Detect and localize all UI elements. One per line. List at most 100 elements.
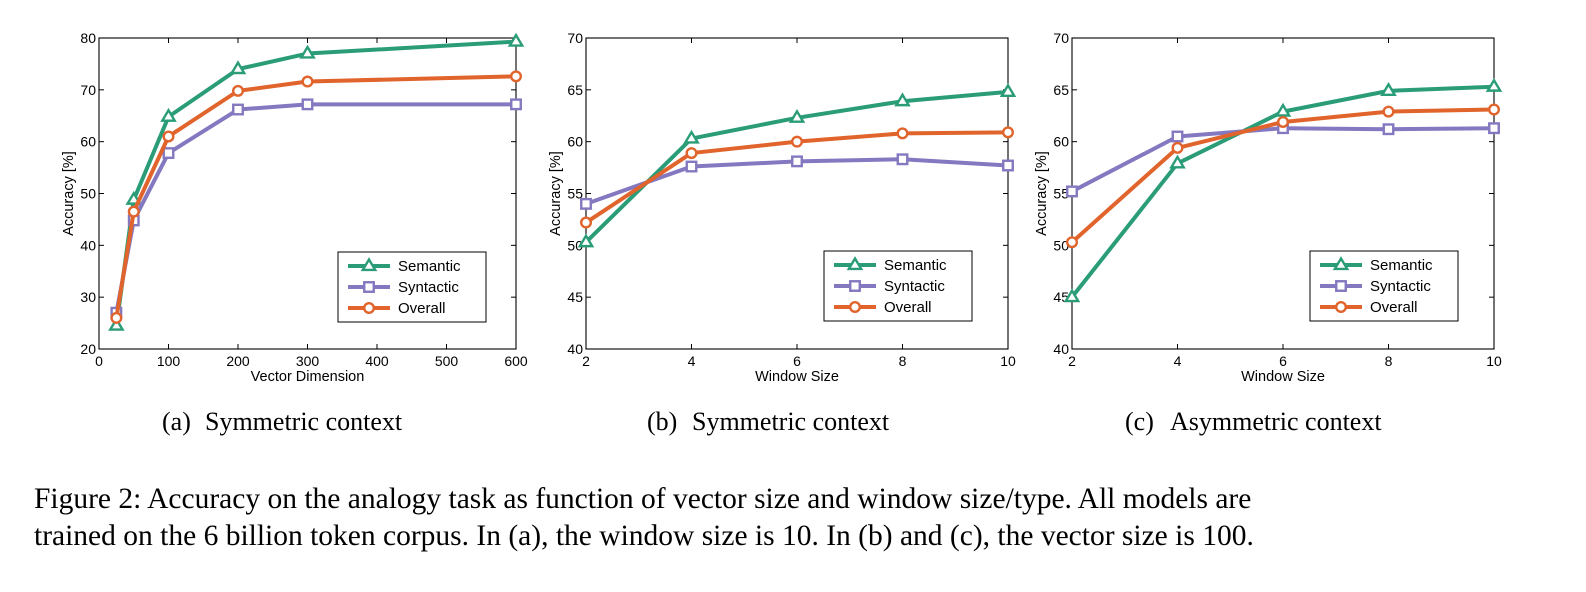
x-axis-label: Window Size bbox=[755, 369, 839, 385]
y-tick-label: 80 bbox=[80, 30, 96, 46]
series-line-syntactic bbox=[1071, 126, 1495, 194]
legend-marker-overall bbox=[363, 302, 376, 315]
y-tick-label: 60 bbox=[567, 134, 583, 150]
y-tick-label: 65 bbox=[1053, 82, 1069, 98]
x-tick-label: 100 bbox=[157, 353, 181, 369]
data-point-overall bbox=[162, 130, 175, 143]
y-tick-label: 45 bbox=[567, 289, 583, 305]
y-tick-label: 50 bbox=[1053, 237, 1069, 253]
data-point-semantic bbox=[788, 108, 806, 123]
y-tick-label: 60 bbox=[1053, 134, 1069, 150]
data-point-syntactic bbox=[685, 160, 698, 173]
data-point-semantic bbox=[229, 60, 247, 75]
data-point-semantic bbox=[1380, 82, 1397, 96]
data-point-overall bbox=[301, 75, 314, 88]
legend-label-overall: Overall bbox=[398, 300, 446, 317]
data-point-semantic bbox=[160, 107, 177, 122]
x-tick-label: 2 bbox=[1068, 353, 1076, 369]
y-tick-label: 55 bbox=[1053, 186, 1069, 202]
x-tick-label: 10 bbox=[1000, 353, 1016, 369]
x-tick-label: 2 bbox=[582, 353, 590, 369]
legend: Semantic Syntactic Overall bbox=[337, 251, 487, 323]
data-point-overall bbox=[1002, 126, 1015, 139]
data-point-syntactic bbox=[1382, 123, 1395, 136]
data-point-overall bbox=[1171, 141, 1184, 154]
x-tick-label: 6 bbox=[1279, 353, 1287, 369]
data-point-syntactic bbox=[232, 103, 244, 116]
subcaption-text: Symmetric context bbox=[205, 407, 403, 436]
x-tick-label: 300 bbox=[296, 353, 320, 369]
x-tick-label: 4 bbox=[688, 353, 696, 369]
chart-panel-2: 2 4 6 8 10 40 45 50 55 60 65 70 Window Size Accuracy … bbox=[548, 30, 1017, 436]
y-tick-label: 20 bbox=[80, 341, 96, 357]
data-point-overall bbox=[1487, 103, 1500, 116]
data-point-syntactic bbox=[791, 155, 803, 168]
y-tick-label: 40 bbox=[1053, 341, 1069, 357]
legend-label-syntactic: Syntactic bbox=[1370, 278, 1431, 295]
x-tick-label: 8 bbox=[1385, 353, 1393, 369]
data-point-semantic bbox=[108, 316, 125, 331]
y-tick-label: 60 bbox=[80, 134, 96, 150]
data-point-semantic bbox=[507, 32, 525, 47]
legend-label-semantic: Semantic bbox=[1370, 257, 1433, 274]
legend-label-semantic: Semantic bbox=[398, 258, 461, 275]
legend-marker-syntactic bbox=[363, 281, 375, 293]
y-tick-label: 65 bbox=[567, 82, 583, 98]
x-tick-label: 500 bbox=[435, 353, 459, 369]
caption-line-1: Figure 2: Accuracy on the analogy task a… bbox=[34, 483, 1252, 515]
legend-label-semantic: Semantic bbox=[884, 257, 947, 274]
data-point-syntactic bbox=[1488, 122, 1500, 135]
series-line-overall bbox=[114, 74, 517, 319]
caption-line-2: trained on the 6 billion token corpus. I… bbox=[34, 520, 1254, 552]
y-tick-label: 40 bbox=[567, 341, 583, 357]
data-point-syntactic bbox=[1002, 159, 1014, 172]
data-point-overall bbox=[896, 127, 909, 140]
y-axis-label: Accuracy [%] bbox=[61, 151, 77, 236]
subcaption-text: Symmetric context bbox=[692, 407, 890, 436]
y-tick-label: 70 bbox=[567, 30, 583, 46]
y-tick-label: 70 bbox=[80, 82, 96, 98]
data-point-overall bbox=[110, 311, 123, 324]
x-axis-label: Window Size bbox=[1241, 369, 1325, 385]
data-point-overall bbox=[231, 84, 244, 97]
legend-marker-semantic bbox=[360, 257, 378, 272]
x-tick-label: 400 bbox=[365, 353, 389, 369]
data-point-overall bbox=[1276, 115, 1289, 128]
subcaption-label: (b) bbox=[647, 407, 677, 436]
legend-marker-overall bbox=[849, 301, 862, 314]
data-point-semantic bbox=[1169, 154, 1186, 169]
data-point-syntactic bbox=[580, 197, 592, 210]
y-axis-label: Accuracy [%] bbox=[548, 151, 564, 236]
data-point-syntactic bbox=[1066, 185, 1078, 198]
x-tick-label: 600 bbox=[504, 353, 528, 369]
subcaption-label: (a) bbox=[162, 407, 191, 436]
y-tick-label: 50 bbox=[80, 186, 96, 202]
x-tick-label: 200 bbox=[226, 353, 250, 369]
legend: Semantic Syntactic Overall bbox=[823, 250, 973, 322]
data-point-overall bbox=[1065, 236, 1078, 249]
data-point-syntactic bbox=[896, 153, 909, 166]
data-point-semantic bbox=[1063, 288, 1081, 303]
x-axis-label: Vector Dimension bbox=[251, 369, 365, 385]
legend-label-syntactic: Syntactic bbox=[884, 278, 945, 295]
data-point-syntactic bbox=[1171, 130, 1184, 143]
legend: Semantic Syntactic Overall bbox=[1309, 250, 1459, 322]
subcaption-label: (c) bbox=[1125, 407, 1154, 436]
y-tick-label: 30 bbox=[80, 289, 96, 305]
data-point-overall bbox=[127, 205, 140, 218]
data-point-semantic bbox=[299, 44, 316, 59]
legend-marker-semantic bbox=[1332, 256, 1350, 271]
data-point-overall bbox=[580, 216, 593, 229]
data-point-semantic bbox=[1274, 102, 1292, 117]
data-point-semantic bbox=[999, 83, 1017, 98]
legend-box bbox=[823, 250, 973, 322]
x-tick-label: 4 bbox=[1174, 353, 1182, 369]
data-point-semantic bbox=[683, 129, 700, 144]
legend-label-syntactic: Syntactic bbox=[398, 279, 459, 296]
legend-marker-overall bbox=[1334, 301, 1347, 314]
x-tick-label: 6 bbox=[793, 353, 801, 369]
y-tick-label: 55 bbox=[567, 186, 583, 202]
x-tick-label: 8 bbox=[899, 353, 907, 369]
